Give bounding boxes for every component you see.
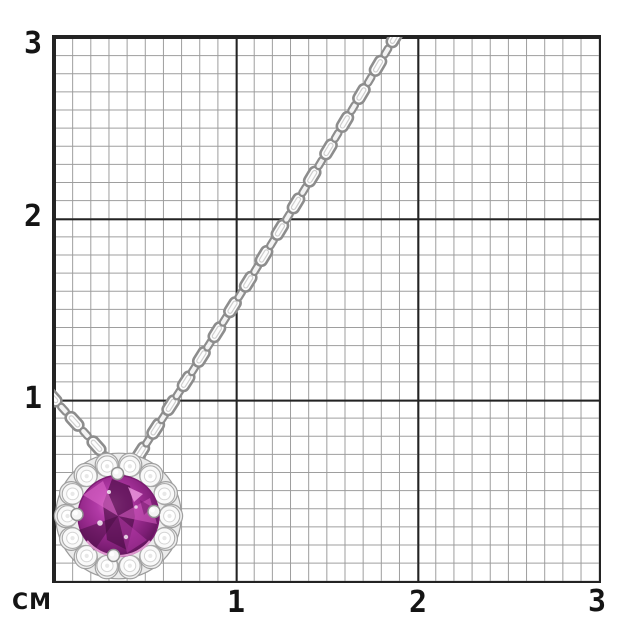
prong-right: [147, 504, 161, 519]
prong-top: [110, 466, 125, 481]
prong-bottom: [106, 548, 121, 563]
pendant: [53, 452, 184, 580]
x-axis-label-2: 2: [408, 585, 428, 620]
y-axis-label-1: 1: [23, 381, 43, 416]
y-axis-label-2: 2: [23, 199, 43, 234]
prongs: [70, 466, 161, 563]
unit-label-cm: СМ: [11, 590, 53, 615]
center-stone: [77, 474, 160, 558]
chain: [54, 37, 405, 465]
x-axis-label-1: 1: [226, 585, 246, 620]
x-axis-label-3: 3: [587, 584, 607, 619]
prong-left: [70, 507, 84, 522]
y-axis-label-3: 3: [23, 26, 43, 61]
